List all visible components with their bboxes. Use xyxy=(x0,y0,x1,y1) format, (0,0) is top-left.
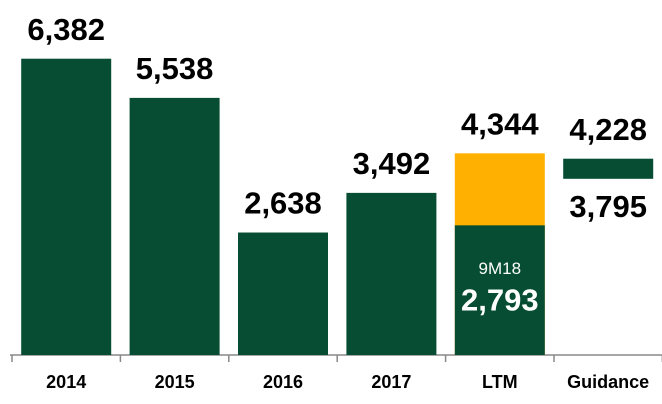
x-tick-label: 2014 xyxy=(46,372,86,392)
low-label: 3,795 xyxy=(569,189,647,224)
x-tick-label: Guidance xyxy=(567,372,649,392)
segment-label: 9M18 xyxy=(479,259,522,278)
bar xyxy=(563,158,654,179)
value-label: 5,538 xyxy=(136,51,214,86)
bar-segment xyxy=(454,225,545,355)
bar xyxy=(21,58,112,355)
segment-value-label: 2,793 xyxy=(461,283,539,318)
value-label: 6,382 xyxy=(27,12,105,47)
value-label: 2,638 xyxy=(244,186,322,221)
x-tick-label: 2017 xyxy=(371,372,411,392)
x-tick-label: 2016 xyxy=(263,372,303,392)
bar xyxy=(346,192,437,355)
bar xyxy=(129,97,220,355)
value-label: 4,228 xyxy=(569,112,647,147)
value-label: 3,492 xyxy=(353,146,431,181)
value-label: 4,344 xyxy=(461,107,539,142)
bar xyxy=(238,232,328,355)
x-tick-label: 2015 xyxy=(155,372,195,392)
x-tick-label: LTM xyxy=(482,372,518,392)
